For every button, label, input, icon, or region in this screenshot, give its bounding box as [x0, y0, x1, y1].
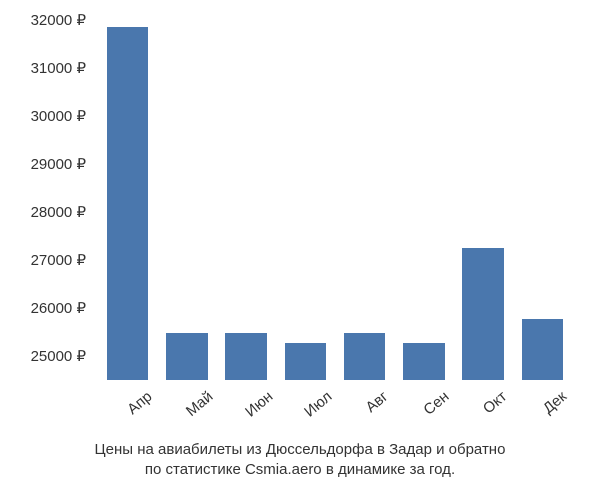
bar-slot — [217, 20, 276, 380]
bar — [344, 333, 385, 380]
bars-container — [90, 20, 580, 380]
bar — [403, 343, 444, 380]
bar — [107, 27, 148, 380]
x-label-slot: Июн — [217, 382, 276, 399]
caption-line-2: по статистике Csmia.aero в динамике за г… — [0, 460, 600, 480]
x-label-slot: Июл — [276, 382, 335, 399]
y-tick-label: 30000 ₽ — [0, 107, 86, 125]
plot-area — [90, 20, 580, 380]
bar — [225, 333, 266, 380]
y-tick-label: 26000 ₽ — [0, 299, 86, 317]
caption-line-1: Цены на авиабилеты из Дюссельдорфа в Зад… — [0, 440, 600, 460]
bar-slot — [276, 20, 335, 380]
x-label-slot: Окт — [454, 382, 513, 399]
x-tick-label: Авг — [362, 388, 391, 416]
bar-slot — [157, 20, 216, 380]
y-tick-label: 29000 ₽ — [0, 155, 86, 173]
x-tick-label: Дек — [540, 388, 570, 417]
x-tick-label: Сен — [421, 388, 453, 419]
bar-slot — [394, 20, 453, 380]
x-tick-label: Май — [183, 388, 216, 420]
x-axis: АпрМайИюнИюлАвгСенОктДек — [90, 382, 580, 399]
y-tick-label: 25000 ₽ — [0, 347, 86, 365]
bar — [462, 248, 503, 380]
x-tick-label: Июн — [242, 388, 276, 421]
y-tick-label: 27000 ₽ — [0, 251, 86, 269]
bar-slot — [335, 20, 394, 380]
x-tick-label: Июл — [301, 388, 335, 421]
bar-slot — [454, 20, 513, 380]
x-label-slot: Апр — [98, 382, 157, 399]
bar — [285, 343, 326, 380]
x-label-slot: Авг — [335, 382, 394, 399]
y-tick-label: 28000 ₽ — [0, 203, 86, 221]
x-tick-label: Апр — [125, 388, 156, 418]
bar-slot — [98, 20, 157, 380]
bar-slot — [513, 20, 572, 380]
y-tick-label: 32000 ₽ — [0, 11, 86, 29]
y-tick-label: 31000 ₽ — [0, 59, 86, 77]
bar — [522, 319, 563, 380]
x-label-slot: Сен — [394, 382, 453, 399]
x-label-slot: Май — [157, 382, 216, 399]
x-label-slot: Дек — [513, 382, 572, 399]
x-tick-label: Окт — [480, 388, 510, 417]
bar — [166, 333, 207, 380]
price-chart: 25000 ₽ 26000 ₽ 27000 ₽ 28000 ₽ 29000 ₽ 30000… — [0, 0, 600, 500]
